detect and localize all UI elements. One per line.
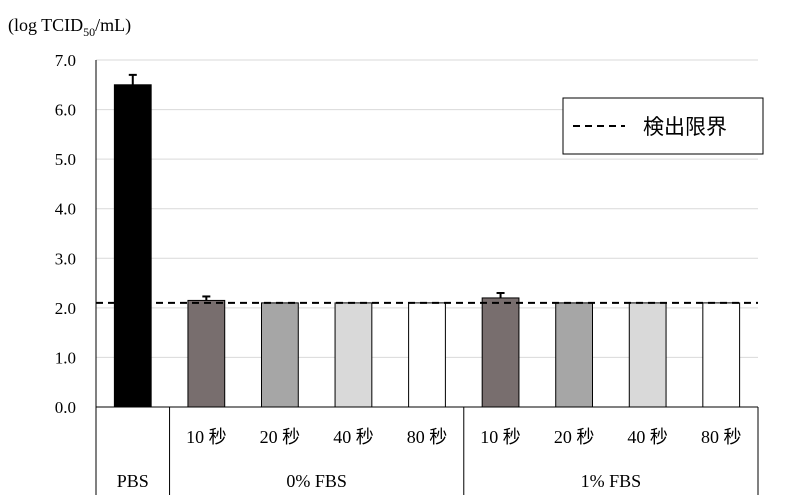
y-tick-label: 4.0 bbox=[55, 200, 76, 219]
bar bbox=[555, 302, 594, 408]
bar bbox=[408, 302, 446, 408]
y-axis-unit-label: (log TCID50/mL) bbox=[8, 15, 131, 39]
y-tick-label: 6.0 bbox=[55, 101, 76, 120]
category-label: 40 秒 bbox=[627, 427, 668, 447]
y-tick-label: 2.0 bbox=[55, 299, 76, 318]
error-bars bbox=[128, 73, 505, 301]
category-label: 80 秒 bbox=[701, 427, 742, 447]
category-label: 10 秒 bbox=[480, 427, 521, 447]
category-label: 10 秒 bbox=[186, 427, 227, 447]
y-tick-label: 0.0 bbox=[55, 398, 76, 417]
group-label: 0% FBS bbox=[286, 471, 347, 491]
group-label: 1% FBS bbox=[581, 471, 642, 491]
bar bbox=[113, 84, 152, 408]
y-tick-label: 5.0 bbox=[55, 150, 76, 169]
bar bbox=[261, 302, 299, 408]
y-axis-unit-label-subscript: 50 bbox=[83, 25, 95, 39]
category-label: 80 秒 bbox=[407, 427, 448, 447]
group-label: PBS bbox=[117, 471, 149, 491]
y-axis-unit-label-tail: /mL) bbox=[95, 15, 131, 36]
y-tick-label: 3.0 bbox=[55, 249, 76, 268]
y-tick-label: 1.0 bbox=[55, 348, 76, 367]
y-tick-label: 7.0 bbox=[55, 51, 76, 70]
legend: 検出限界 bbox=[562, 97, 764, 155]
y-axis-ticks: 0.0 1.0 2.0 3.0 4.0 5.0 6.0 7.0 bbox=[55, 51, 76, 417]
legend-label: 検出限界 bbox=[643, 115, 727, 139]
bar bbox=[187, 299, 226, 408]
bar bbox=[628, 302, 667, 408]
category-label: 20 秒 bbox=[554, 427, 595, 447]
bar bbox=[481, 297, 520, 408]
y-axis-unit-label-main: (log TCID bbox=[8, 15, 83, 36]
bar bbox=[334, 302, 373, 408]
bar bbox=[702, 302, 741, 408]
legend-box bbox=[562, 97, 764, 155]
category-label: 20 秒 bbox=[260, 427, 301, 447]
bars bbox=[113, 84, 741, 408]
x-axis-labels: PBS 0% FBS 1% FBS 10 秒 20 秒 40 秒 80 秒 10 秒 20 秒 4… bbox=[117, 407, 759, 495]
category-label: 40 秒 bbox=[333, 427, 374, 447]
